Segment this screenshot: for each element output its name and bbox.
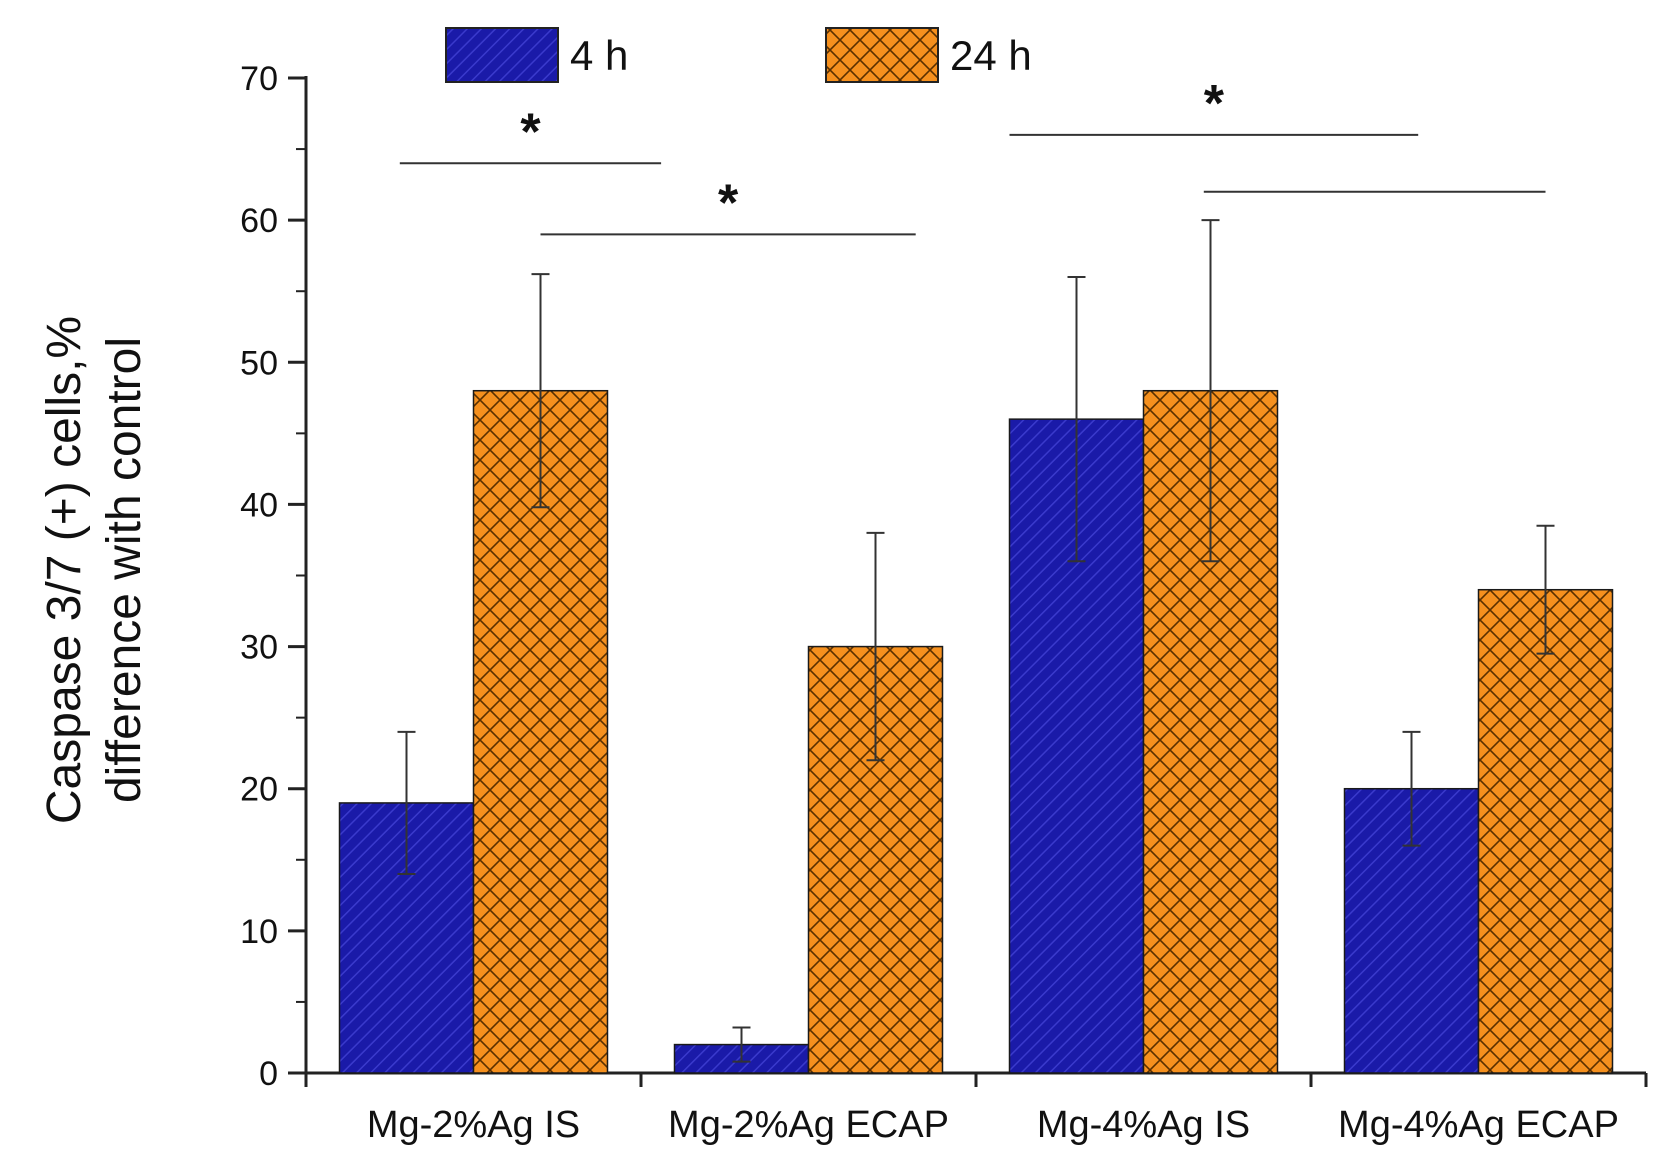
axes: 0 10 20 30 40 50 60 70 Mg-2%Ag IS Mg-2%Ag ECAP Mg-…	[240, 60, 1648, 1146]
x-tick-label: Mg-4%Ag IS	[1037, 1104, 1250, 1146]
error-bars	[397, 219, 1555, 1063]
legend-swatch-24h	[825, 27, 939, 83]
y-axis-title-line-1: Caspase 3/7 (+) cells,%	[38, 316, 91, 824]
x-tick-label: Mg-4%Ag ECAP	[1338, 1104, 1619, 1146]
y-tick-label: 10	[240, 913, 278, 951]
y-tick-label: 50	[240, 344, 278, 382]
y-tick-label: 30	[240, 629, 278, 667]
y-axis-title-line-2: difference with control	[98, 337, 151, 803]
y-axis-title: Caspase 3/7 (+) cells,% difference with …	[38, 316, 151, 824]
significance-star: *	[520, 103, 541, 161]
significance-star: *	[1204, 75, 1225, 133]
bar	[1477, 588, 1614, 1074]
significance-markers: * * *	[399, 75, 1546, 236]
bars	[338, 389, 1614, 1074]
y-tick-label: 60	[240, 202, 278, 240]
y-tick-label: 40	[240, 486, 278, 524]
legend: 4 h 24 h	[445, 27, 1032, 83]
significance-star: *	[718, 174, 739, 232]
legend-swatch-4h	[445, 27, 559, 83]
y-tick-label: 20	[240, 771, 278, 809]
legend-label-4h: 4 h	[570, 32, 628, 79]
y-tick-label: 0	[259, 1055, 278, 1093]
x-tick-label: Mg-2%Ag IS	[367, 1104, 580, 1146]
legend-label-24h: 24 h	[950, 32, 1032, 79]
y-tick-label: 70	[240, 60, 278, 98]
x-tick-label: Mg-2%Ag ECAP	[668, 1104, 949, 1146]
